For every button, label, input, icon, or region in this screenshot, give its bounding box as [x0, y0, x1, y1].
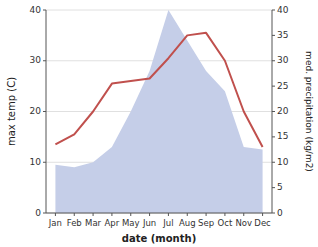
x-tick-label: Aug	[179, 218, 196, 228]
x-tick-label: Dec	[254, 218, 271, 228]
y-tick	[43, 111, 46, 112]
y2-tick	[272, 111, 275, 112]
grid-line	[46, 10, 272, 11]
axes: 0 10 20 30 40 0 5 10 15 20 25 30 35 40 Jan FebMarAprMay…	[30, 5, 289, 229]
x-axis-label: date (month)	[122, 233, 196, 244]
x-tick	[243, 213, 244, 216]
x-tick	[93, 213, 94, 216]
y2-tick-label: 20	[277, 106, 289, 116]
x-tick	[111, 213, 112, 216]
x-tick-label: Feb	[67, 218, 82, 228]
x-axis-line	[46, 213, 272, 214]
x-tick	[187, 213, 188, 216]
y-tick-label: 40	[30, 5, 42, 15]
x-tick-label: Mar	[85, 218, 102, 228]
temperature-line	[55, 33, 262, 147]
y-tick-label: 10	[30, 157, 42, 167]
y2-tick-label: 0	[277, 208, 283, 218]
y2-axis-label: med. precipitation (kg/m2)	[304, 51, 314, 172]
y2-tick-label: 10	[277, 157, 289, 167]
y-tick	[43, 10, 46, 11]
x-tick	[262, 213, 263, 216]
y-tick	[43, 162, 46, 163]
x-tick	[206, 213, 207, 216]
y-axis-label: max temp (C)	[6, 77, 17, 146]
x-tick	[130, 213, 131, 216]
y2-tick	[272, 35, 275, 36]
y2-tick-label: 40	[277, 5, 289, 15]
y-tick	[43, 60, 46, 61]
x-tick-label: Sep	[198, 218, 214, 228]
x-tick	[224, 213, 225, 216]
y-tick-label: 30	[30, 55, 42, 65]
y-tick	[43, 213, 46, 214]
x-tick-label: Nov	[235, 218, 252, 228]
plot-area	[55, 10, 262, 213]
y2-tick	[272, 10, 275, 11]
x-tick-label: Oct	[218, 218, 233, 228]
x-tick	[168, 213, 169, 216]
x-tick-label: May	[122, 218, 140, 228]
grid-line	[46, 213, 272, 214]
y2-tick-label: 25	[277, 81, 288, 91]
x-tick-label: Jun	[142, 218, 156, 228]
y2-tick	[272, 86, 275, 87]
chart: 0 10 20 30 40 0 5 10 15 20 25 30 35 40 Jan FebMarAprMay…	[0, 0, 318, 247]
y-tick-label: 20	[30, 106, 42, 116]
x-tick-label: Apr	[105, 218, 120, 228]
x-tick-label: Jul	[162, 218, 173, 228]
y2-tick-label: 5	[277, 182, 283, 192]
y2-tick	[272, 60, 275, 61]
y2-tick	[272, 136, 275, 137]
y2-tick-label: 15	[277, 131, 288, 141]
y2-tick-label: 35	[277, 30, 288, 40]
x-tick	[55, 213, 56, 216]
y2-tick-label: 30	[277, 55, 289, 65]
x-tick	[149, 213, 150, 216]
grid	[46, 10, 272, 213]
y2-tick	[272, 213, 275, 214]
y-tick-label: 0	[35, 208, 41, 218]
y2-tick	[272, 187, 275, 188]
y2-tick	[272, 162, 275, 163]
x-tick	[74, 213, 75, 216]
precipitation-area	[55, 10, 262, 213]
x-tick-label: Jan	[48, 218, 62, 228]
